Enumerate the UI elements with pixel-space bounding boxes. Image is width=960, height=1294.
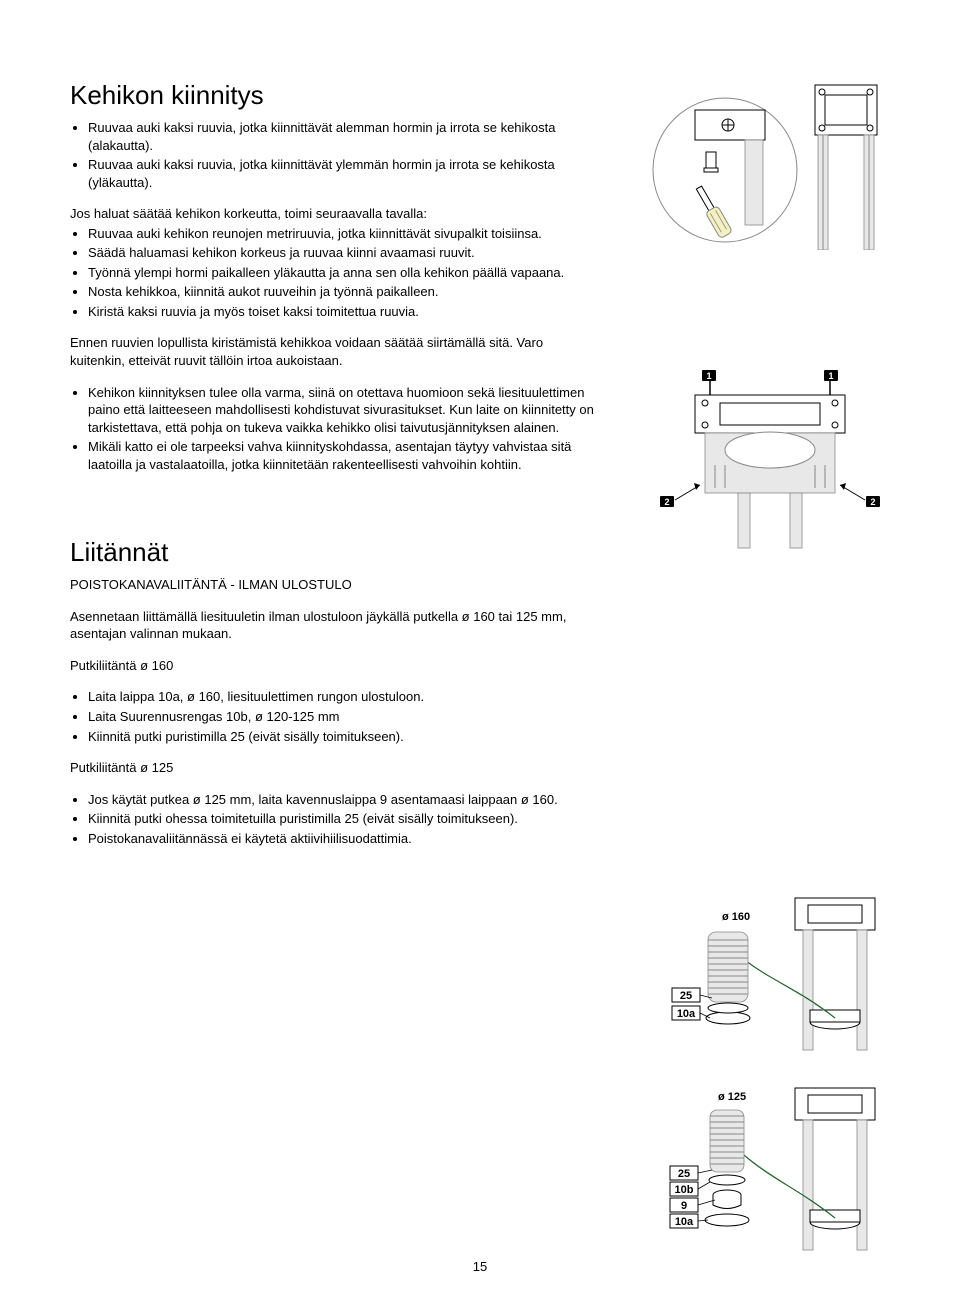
list-item: Jos käytät putkea ø 125 mm, laita kavenn…	[88, 791, 600, 809]
section1-para1: Jos haluat säätää kehikon korkeutta, toi…	[70, 205, 600, 223]
svg-text:2: 2	[664, 497, 669, 507]
list-item: Kiristä kaksi ruuvia ja myös toiset kaks…	[88, 303, 600, 321]
list-item: Nosta kehikkoa, kiinnitä aukot ruuveihin…	[88, 283, 600, 301]
section2-sub3: Putkiliitäntä ø 125	[70, 759, 600, 777]
svg-text:10a: 10a	[675, 1216, 694, 1228]
svg-text:10b: 10b	[675, 1184, 694, 1196]
section1-list3: Kehikon kiinnityksen tulee olla varma, s…	[70, 384, 600, 474]
list-item: Ruuvaa auki kehikon reunojen metriruuvia…	[88, 225, 600, 243]
svg-text:ø 125: ø 125	[718, 1091, 746, 1103]
svg-text:1: 1	[706, 371, 711, 381]
list-item: Laita laippa 10a, ø 160, liesituulettime…	[88, 688, 600, 706]
list-item: Ruuvaa auki kaksi ruuvia, jotka kiinnitt…	[88, 156, 600, 191]
svg-text:10a: 10a	[677, 1008, 696, 1020]
list-item: Poistokanavaliitännässä ei käytetä aktii…	[88, 830, 600, 848]
section2-para1: Asennetaan liittämällä liesituuletin ilm…	[70, 608, 600, 643]
page-number: 15	[0, 1259, 960, 1274]
svg-text:ø 160: ø 160	[722, 911, 750, 923]
svg-text:25: 25	[678, 1168, 690, 1180]
figure-2: 1 1 2 2	[650, 370, 890, 550]
section1-para2: Ennen ruuvien lopullista kiristämistä ke…	[70, 334, 600, 369]
figure-1	[650, 80, 890, 250]
svg-text:2: 2	[870, 497, 875, 507]
section2-list2: Jos käytät putkea ø 125 mm, laita kavenn…	[70, 791, 600, 848]
section2-list1: Laita laippa 10a, ø 160, liesituulettime…	[70, 688, 600, 745]
figure-4: ø 125 25 10b 9 10a	[660, 1080, 890, 1260]
section2-sub1: POISTOKANAVALIITÄNTÄ - ILMAN ULOSTULO	[70, 576, 600, 594]
list-item: Säädä haluamasi kehikon korkeus ja ruuva…	[88, 244, 600, 262]
list-item: Mikäli katto ei ole tarpeeksi vahva kiin…	[88, 438, 600, 473]
section1-list1: Ruuvaa auki kaksi ruuvia, jotka kiinnitt…	[70, 119, 600, 191]
list-item: Ruuvaa auki kaksi ruuvia, jotka kiinnitt…	[88, 119, 600, 154]
list-item: Kiinnitä putki ohessa toimitetuilla puri…	[88, 810, 600, 828]
svg-text:1: 1	[828, 371, 833, 381]
list-item: Työnnä ylempi hormi paikalleen yläkautta…	[88, 264, 600, 282]
list-item: Laita Suurennusrengas 10b, ø 120-125 mm	[88, 708, 600, 726]
figure-3: ø 160 25 10a	[660, 890, 890, 1060]
svg-text:9: 9	[681, 1200, 687, 1212]
list-item: Kehikon kiinnityksen tulee olla varma, s…	[88, 384, 600, 437]
list-item: Kiinnitä putki puristimilla 25 (eivät si…	[88, 728, 600, 746]
section1-list2: Ruuvaa auki kehikon reunojen metriruuvia…	[70, 225, 600, 321]
section2-heading: Liitännät	[70, 537, 600, 568]
svg-text:25: 25	[680, 990, 692, 1002]
section2-sub2: Putkiliitäntä ø 160	[70, 657, 600, 675]
section1-heading: Kehikon kiinnitys	[70, 80, 600, 111]
